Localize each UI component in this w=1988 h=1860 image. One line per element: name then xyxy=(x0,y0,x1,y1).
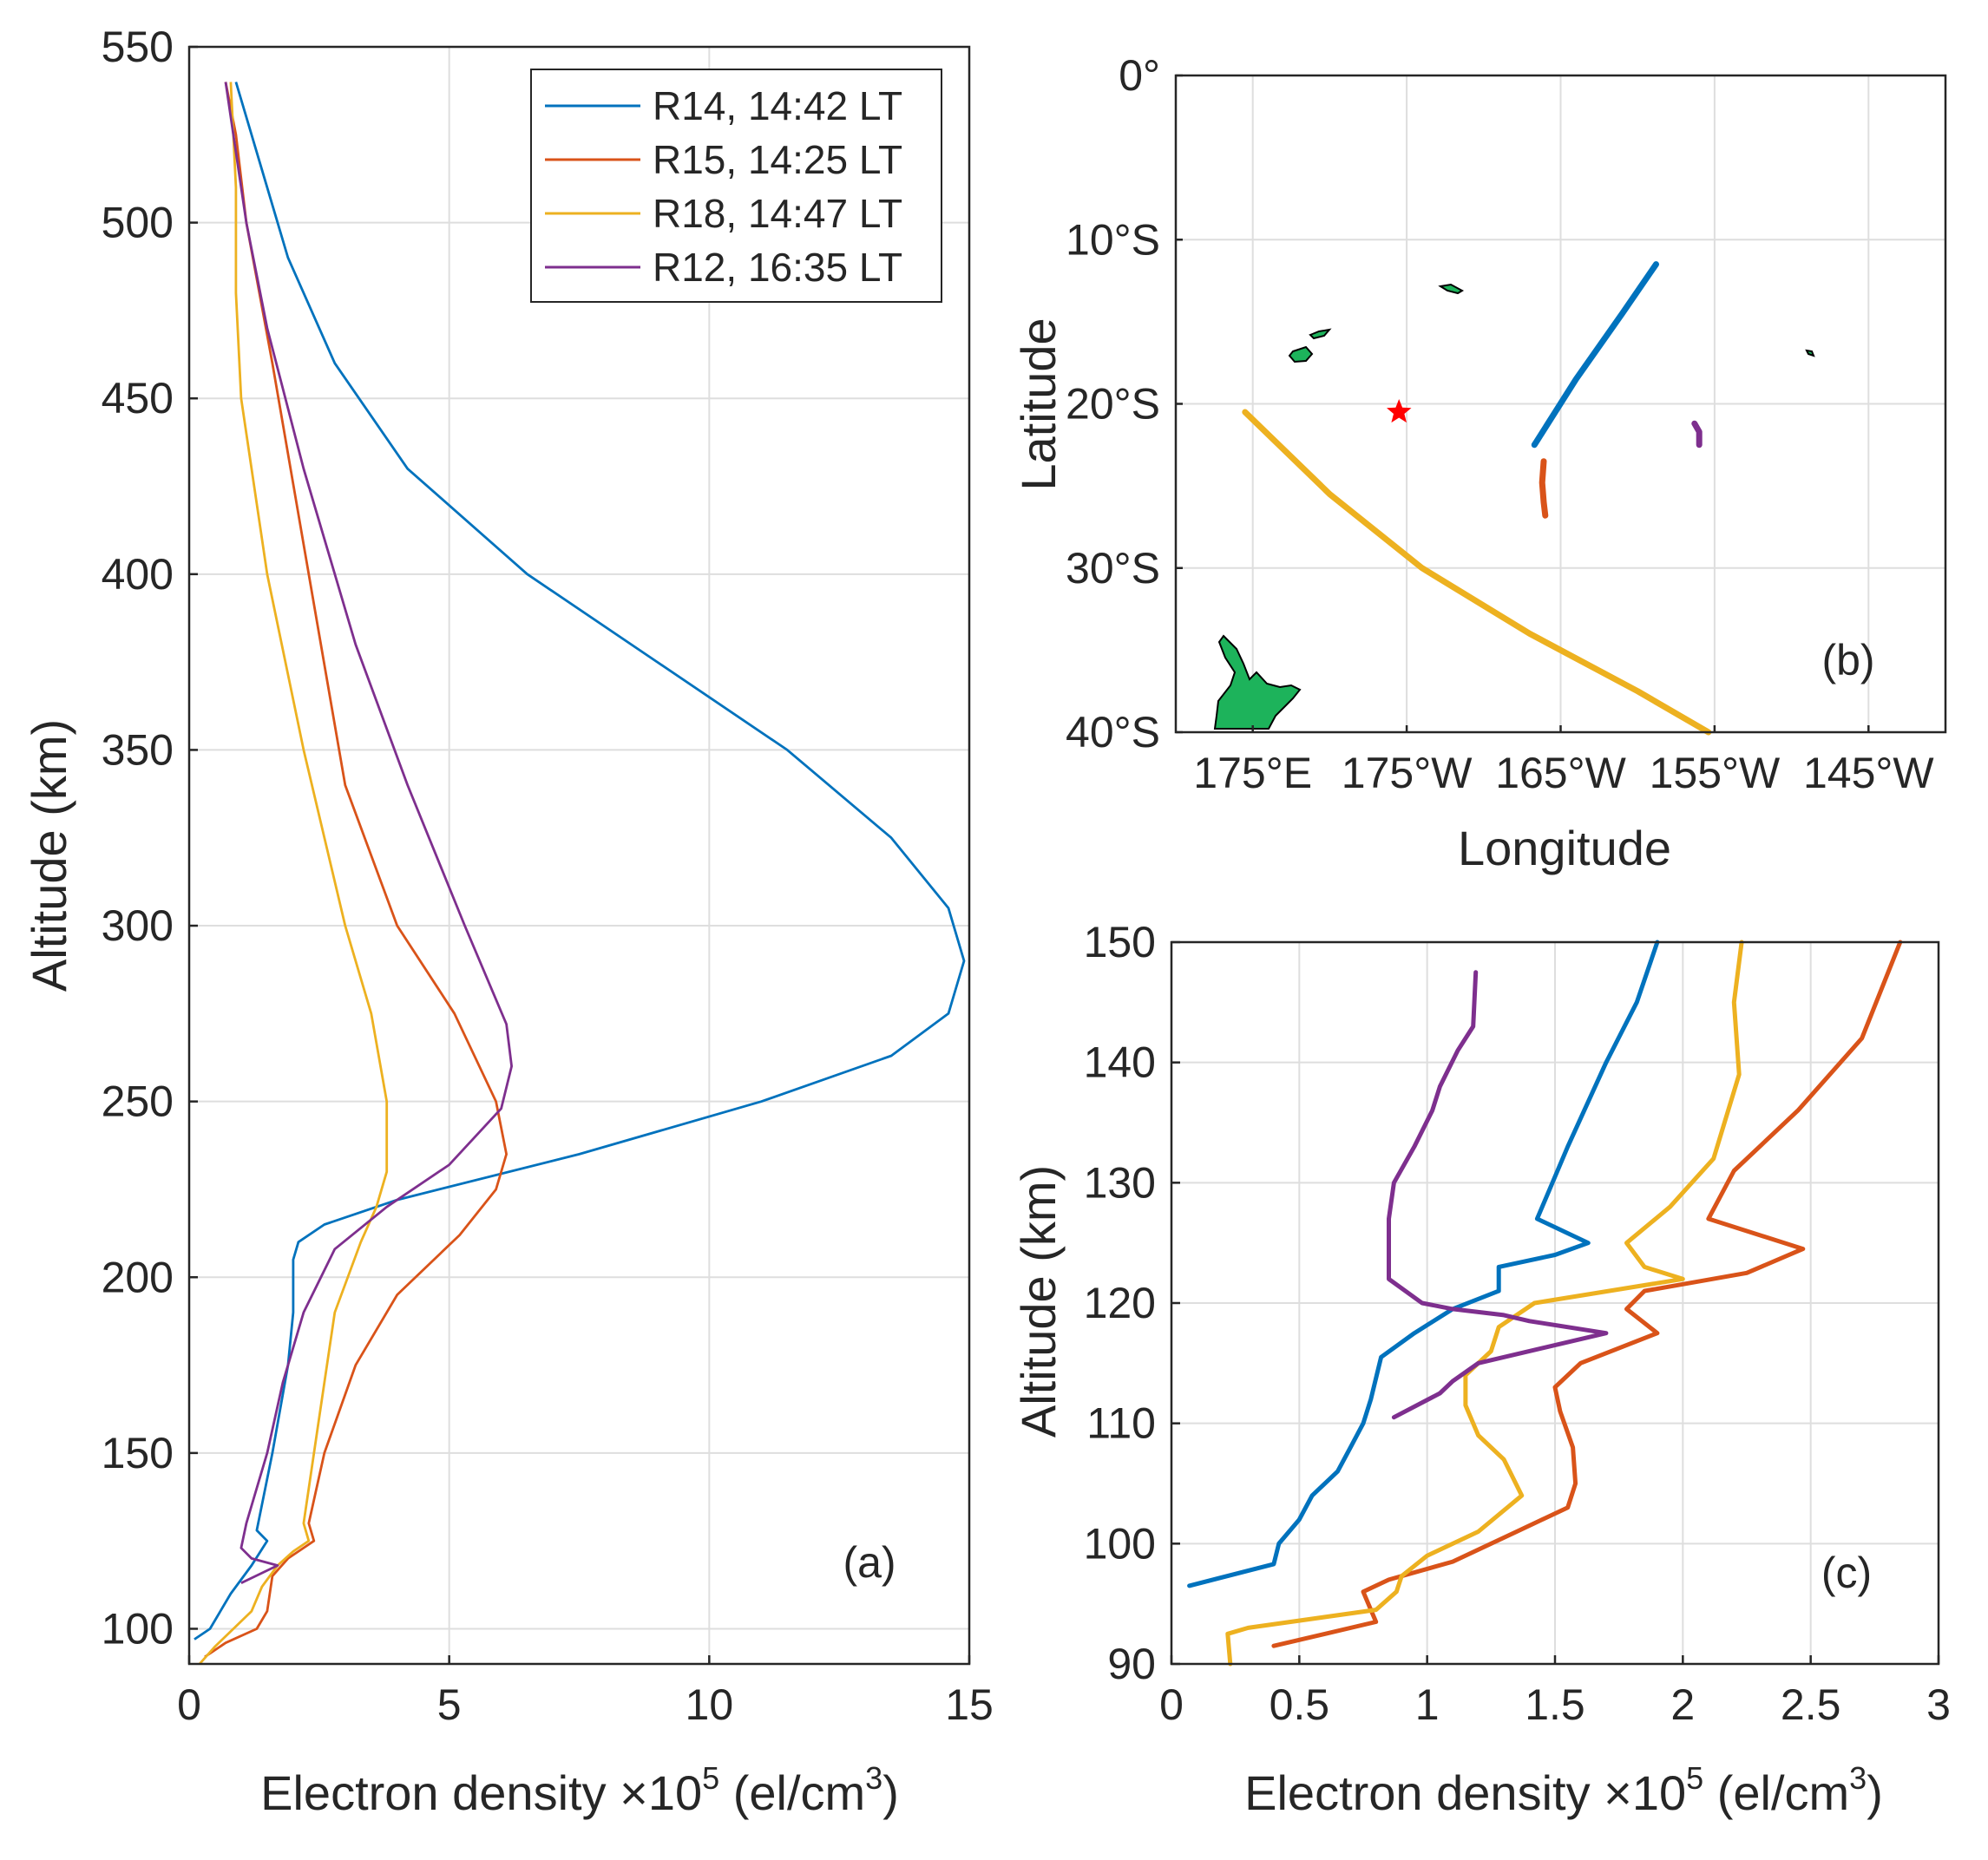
y-tick-label: 30°S xyxy=(1066,544,1160,593)
panel-a-y-ticks: 100 150 200 250 300 350 400 450 500 550 xyxy=(102,23,198,1653)
y-tick-label: 450 xyxy=(102,374,174,422)
legend-label-r18: R18, 14:47 LT xyxy=(653,191,902,236)
panel-b-x-ticks: 175°E 175°W 165°W 155°W 145°W xyxy=(1193,725,1934,797)
y-tick-label: 10°S xyxy=(1066,215,1160,264)
x-tick-label: 0 xyxy=(1159,1680,1184,1729)
x-tick-label: 1.5 xyxy=(1525,1680,1585,1729)
legend-label-r14: R14, 14:42 LT xyxy=(653,83,902,128)
cook-island xyxy=(1805,349,1815,357)
panel-b-tracks xyxy=(1242,261,1712,736)
x-tick-label: 15 xyxy=(945,1680,994,1729)
panel-b-x-axis-label: Longitude xyxy=(1458,821,1671,875)
panel-c-lines xyxy=(1187,940,1903,1667)
y-tick-label: 250 xyxy=(102,1077,174,1126)
panel-b-track-map: 175°E 175°W 165°W 155°W 145°W 0° 10°S 20°S 30°S… xyxy=(1011,51,1947,875)
panel-b-landmasses xyxy=(1213,283,1815,730)
fiji-island-large xyxy=(1288,345,1314,363)
y-tick-label: 150 xyxy=(102,1429,174,1477)
panel-c-y-ticks: 90 100 110 120 130 140 150 xyxy=(1084,918,1180,1688)
y-tick-label: 20°S xyxy=(1066,380,1160,429)
panel-a-label: (a) xyxy=(843,1538,896,1587)
y-tick-label: 100 xyxy=(102,1604,174,1653)
x-tick-label: 155°W xyxy=(1650,749,1781,797)
samoa-island xyxy=(1438,283,1465,295)
fiji-island-small xyxy=(1309,328,1332,340)
y-tick-label: 500 xyxy=(102,199,174,247)
new-zealand-landmass xyxy=(1213,634,1302,730)
legend-box xyxy=(530,69,942,303)
x-tick-label: 1 xyxy=(1415,1680,1440,1729)
y-tick-label: 350 xyxy=(102,725,174,774)
y-tick-label: 150 xyxy=(1084,918,1156,966)
panel-b-label: (b) xyxy=(1821,636,1874,684)
x-tick-label: 2 xyxy=(1670,1680,1695,1729)
panel-c-y-axis-label: Altitude (km) xyxy=(1011,1165,1066,1438)
legend-label-r12: R12, 16:35 LT xyxy=(653,245,902,290)
panel-a-axes-box xyxy=(187,45,971,1666)
y-tick-label: 0° xyxy=(1119,51,1160,100)
x-tick-label: 165°W xyxy=(1495,749,1626,797)
panel-a-y-axis-label: Altitude (km) xyxy=(22,719,76,992)
x-tick-label: 3 xyxy=(1926,1680,1951,1729)
legend-label-r15: R15, 14:25 LT xyxy=(653,137,902,182)
y-tick-label: 100 xyxy=(1084,1519,1156,1568)
y-tick-label: 120 xyxy=(1084,1279,1156,1327)
x-tick-label: 175°W xyxy=(1342,749,1473,797)
panel-a-x-axis-label: Electron density ×105 (el/cm3) xyxy=(260,1760,899,1820)
track-r14 xyxy=(1531,261,1659,449)
y-tick-label: 300 xyxy=(102,901,174,950)
zoom-line-r18 xyxy=(1225,940,1744,1667)
panel-c-x-axis-label: Electron density ×105 (el/cm3) xyxy=(1244,1760,1883,1820)
panel-c-x-ticks: 0 0.5 1 1.5 2 2.5 3 xyxy=(1159,1655,1951,1729)
zoom-line-r12 xyxy=(1387,970,1609,1420)
star-marker xyxy=(1387,399,1412,423)
x-tick-label: 0 xyxy=(177,1680,201,1729)
y-tick-label: 550 xyxy=(102,23,174,71)
panel-a-x-ticks: 0 5 10 15 xyxy=(177,1655,994,1729)
series-line-r15 xyxy=(204,82,508,1659)
series-line-r18 xyxy=(198,82,389,1665)
panel-c-label: (c) xyxy=(1821,1549,1872,1597)
panel-c-lower-altitude-profiles: 0 0.5 1 1.5 2 2.5 3 90 100 110 120 130 140 150 Elect… xyxy=(1011,918,1951,1820)
track-r15 xyxy=(1539,458,1549,519)
x-tick-label: 2.5 xyxy=(1781,1680,1841,1729)
panel-b-y-ticks: 0° 10°S 20°S 30°S 40°S xyxy=(1066,51,1183,756)
panel-a-lines xyxy=(194,82,966,1665)
legend: R14, 14:42 LT R15, 14:25 LT R18, 14:47 LT R… xyxy=(530,69,942,303)
x-tick-label: 10 xyxy=(686,1680,734,1729)
y-tick-label: 110 xyxy=(1086,1399,1156,1448)
x-tick-label: 175°E xyxy=(1193,749,1312,797)
y-tick-label: 40°S xyxy=(1066,708,1160,756)
panel-b-y-axis-label: Latitude xyxy=(1011,318,1066,490)
panel-a-electron-density-profiles: 0 5 10 15 100 150 200 250 300 350 400 450 500 550 El… xyxy=(22,23,994,1820)
y-tick-label: 130 xyxy=(1084,1158,1156,1207)
zoom-line-r15 xyxy=(1271,940,1903,1648)
y-tick-label: 400 xyxy=(102,550,174,599)
track-r18 xyxy=(1242,409,1712,736)
x-tick-label: 5 xyxy=(437,1680,462,1729)
x-tick-label: 145°W xyxy=(1803,749,1934,797)
x-tick-label: 0.5 xyxy=(1270,1680,1330,1729)
series-line-r12 xyxy=(224,82,513,1585)
y-tick-label: 90 xyxy=(1107,1640,1156,1688)
zoom-line-r14 xyxy=(1187,940,1660,1588)
series-line-r14 xyxy=(194,82,966,1641)
track-r12 xyxy=(1691,420,1703,449)
y-tick-label: 200 xyxy=(102,1253,174,1301)
y-tick-label: 140 xyxy=(1084,1038,1156,1087)
